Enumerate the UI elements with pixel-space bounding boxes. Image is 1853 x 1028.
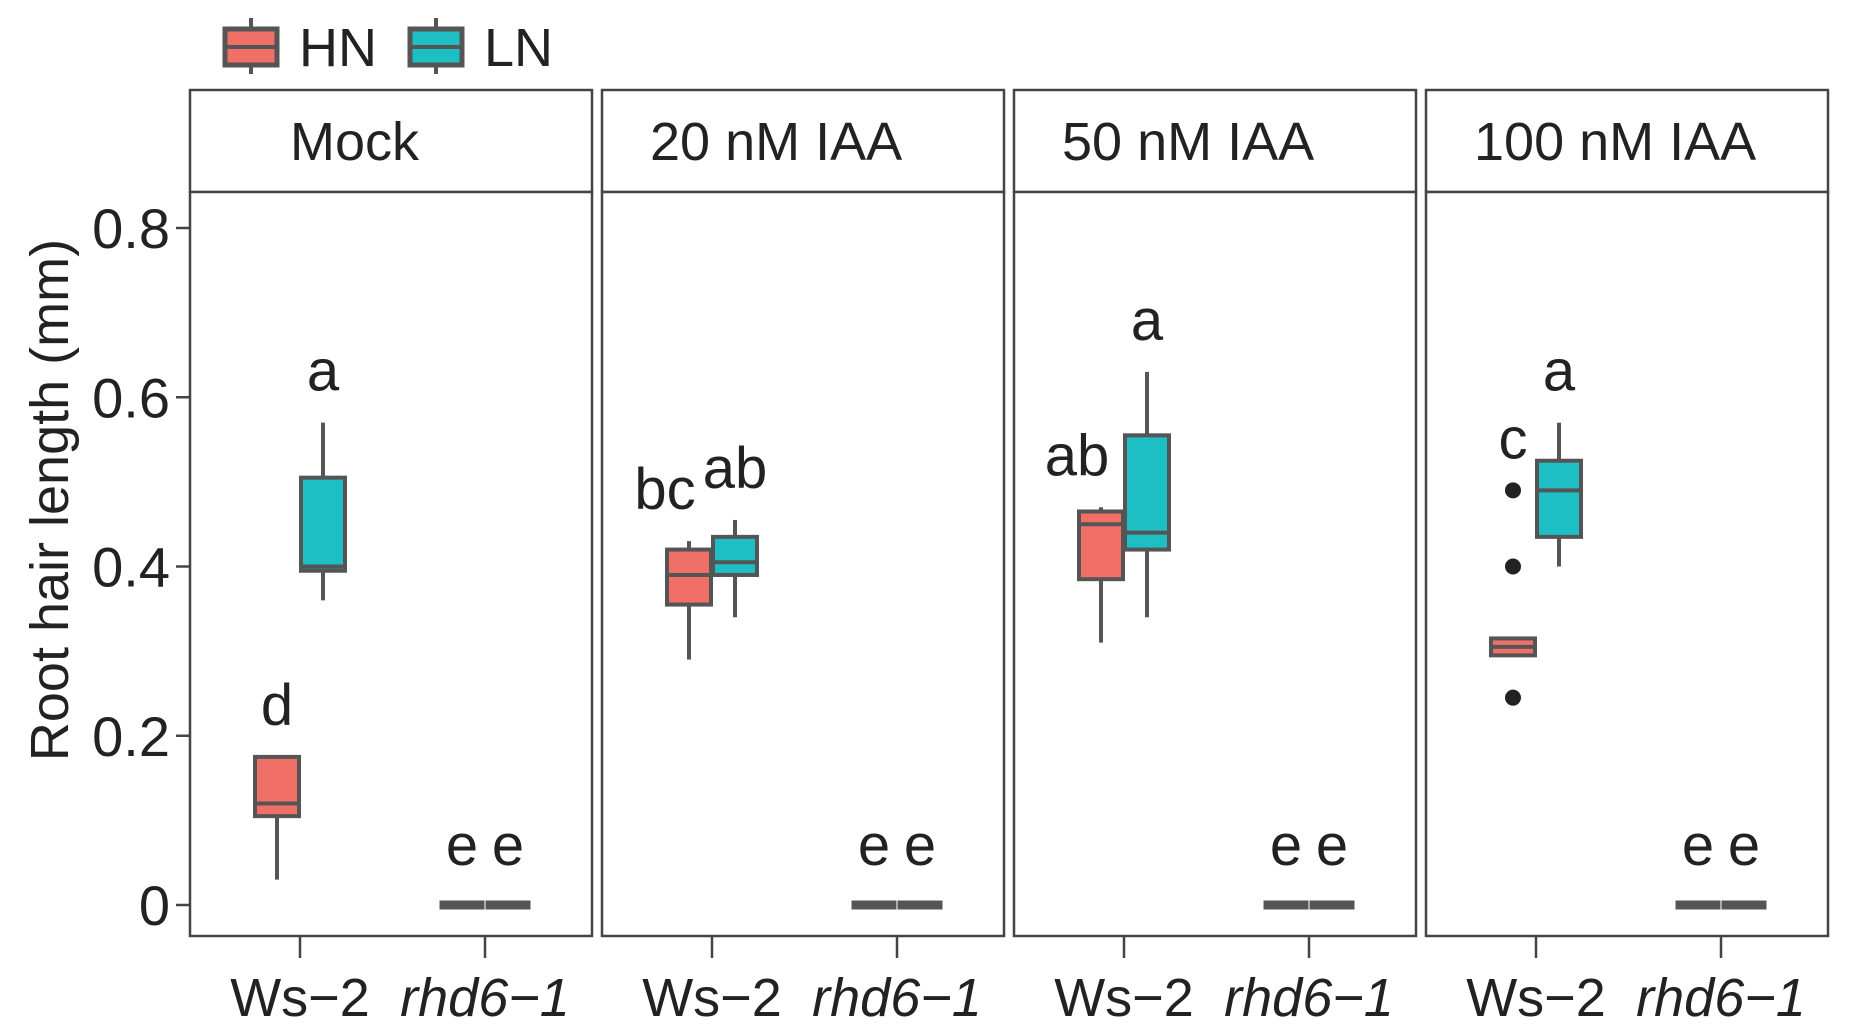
box-collapsed-hn bbox=[1675, 900, 1721, 910]
outlier-point bbox=[1505, 689, 1521, 706]
significance-letter: ab bbox=[703, 436, 768, 501]
panel-frame bbox=[1012, 190, 1418, 938]
significance-letter: a bbox=[307, 339, 340, 404]
significance-letter: a bbox=[1543, 339, 1576, 404]
box-ln bbox=[299, 475, 347, 573]
panel-strip bbox=[1012, 88, 1418, 194]
legend-label-ln: LN bbox=[484, 18, 553, 78]
significance-letter: e bbox=[1682, 813, 1714, 878]
panel-frame bbox=[1424, 190, 1830, 938]
panel-4: 100 nM IAA Ws−2 rhd6−1 ca e e bbox=[1424, 88, 1830, 1028]
x-tick-label: Ws−2 bbox=[1466, 968, 1606, 1028]
significance-letter: c bbox=[1499, 406, 1528, 471]
box-collapsed-ln bbox=[485, 900, 531, 910]
significance-letter: bc bbox=[634, 457, 695, 522]
y-tick-label: 0 bbox=[139, 874, 170, 937]
y-axis: 0 0.2 0.4 0.6 0.8 bbox=[92, 197, 190, 937]
box-hn bbox=[253, 754, 301, 819]
x-tick-label: rhd6−1 bbox=[400, 968, 570, 1028]
outlier-point bbox=[1505, 558, 1521, 575]
panel-frame bbox=[600, 190, 1006, 938]
panel-title: 20 nM IAA bbox=[650, 112, 902, 172]
x-tick-label: rhd6−1 bbox=[1224, 968, 1394, 1028]
box-ln bbox=[1123, 433, 1171, 552]
x-tick-label: Ws−2 bbox=[642, 968, 782, 1028]
panel-1: Mock Ws−2 rhd6−1 d a e e bbox=[188, 88, 594, 1028]
significance-letter: a bbox=[1131, 288, 1164, 353]
box-collapsed-ln bbox=[1309, 900, 1355, 910]
x-tick-label: Ws−2 bbox=[1054, 968, 1194, 1028]
x-tick-label: rhd6−1 bbox=[1636, 968, 1806, 1028]
box-collapsed-hn bbox=[1263, 900, 1309, 910]
significance-letter: e bbox=[904, 813, 936, 878]
panel-strip bbox=[1424, 88, 1830, 194]
significance-letter: e bbox=[858, 813, 890, 878]
panel-3: 50 nM IAA Ws−2 rhd6−1 ab a e e bbox=[1012, 88, 1418, 1028]
panel-title: 50 nM IAA bbox=[1062, 112, 1314, 172]
x-tick-label: rhd6−1 bbox=[812, 968, 982, 1028]
significance-letter: d bbox=[261, 673, 293, 738]
significance-letter: e bbox=[1316, 813, 1348, 878]
panel-title: 100 nM IAA bbox=[1474, 112, 1756, 172]
y-axis-label: Root hair length (mm) bbox=[20, 239, 80, 761]
legend-label-hn: HN bbox=[299, 18, 377, 78]
legend: HN LN bbox=[222, 18, 553, 78]
box-hn bbox=[1077, 509, 1125, 582]
y-tick-label: 0.6 bbox=[92, 366, 170, 429]
panel-strip bbox=[600, 88, 1006, 194]
significance-letter: e bbox=[1270, 813, 1302, 878]
box-collapsed-hn bbox=[439, 900, 485, 910]
box-collapsed-ln bbox=[1721, 900, 1767, 910]
significance-letter: ab bbox=[1045, 423, 1110, 488]
outlier-point bbox=[1505, 482, 1521, 499]
box-collapsed-ln bbox=[897, 900, 943, 910]
significance-letter: e bbox=[1728, 813, 1760, 878]
significance-letter: e bbox=[492, 813, 524, 878]
panel-2: 20 nM IAA Ws−2 rhd6−1 bc ab e e bbox=[600, 88, 1006, 1028]
y-tick-label: 0.8 bbox=[92, 197, 170, 260]
box-hn bbox=[665, 547, 713, 607]
box-ln bbox=[711, 534, 759, 577]
box-ln bbox=[1535, 458, 1583, 539]
panel-title: Mock bbox=[290, 112, 420, 172]
y-tick-label: 0.4 bbox=[92, 536, 170, 599]
significance-letter: e bbox=[446, 813, 478, 878]
box-collapsed-hn bbox=[851, 900, 897, 910]
panel-frame bbox=[188, 190, 594, 938]
y-tick-label: 0.2 bbox=[92, 705, 170, 768]
x-tick-label: Ws−2 bbox=[230, 968, 370, 1028]
